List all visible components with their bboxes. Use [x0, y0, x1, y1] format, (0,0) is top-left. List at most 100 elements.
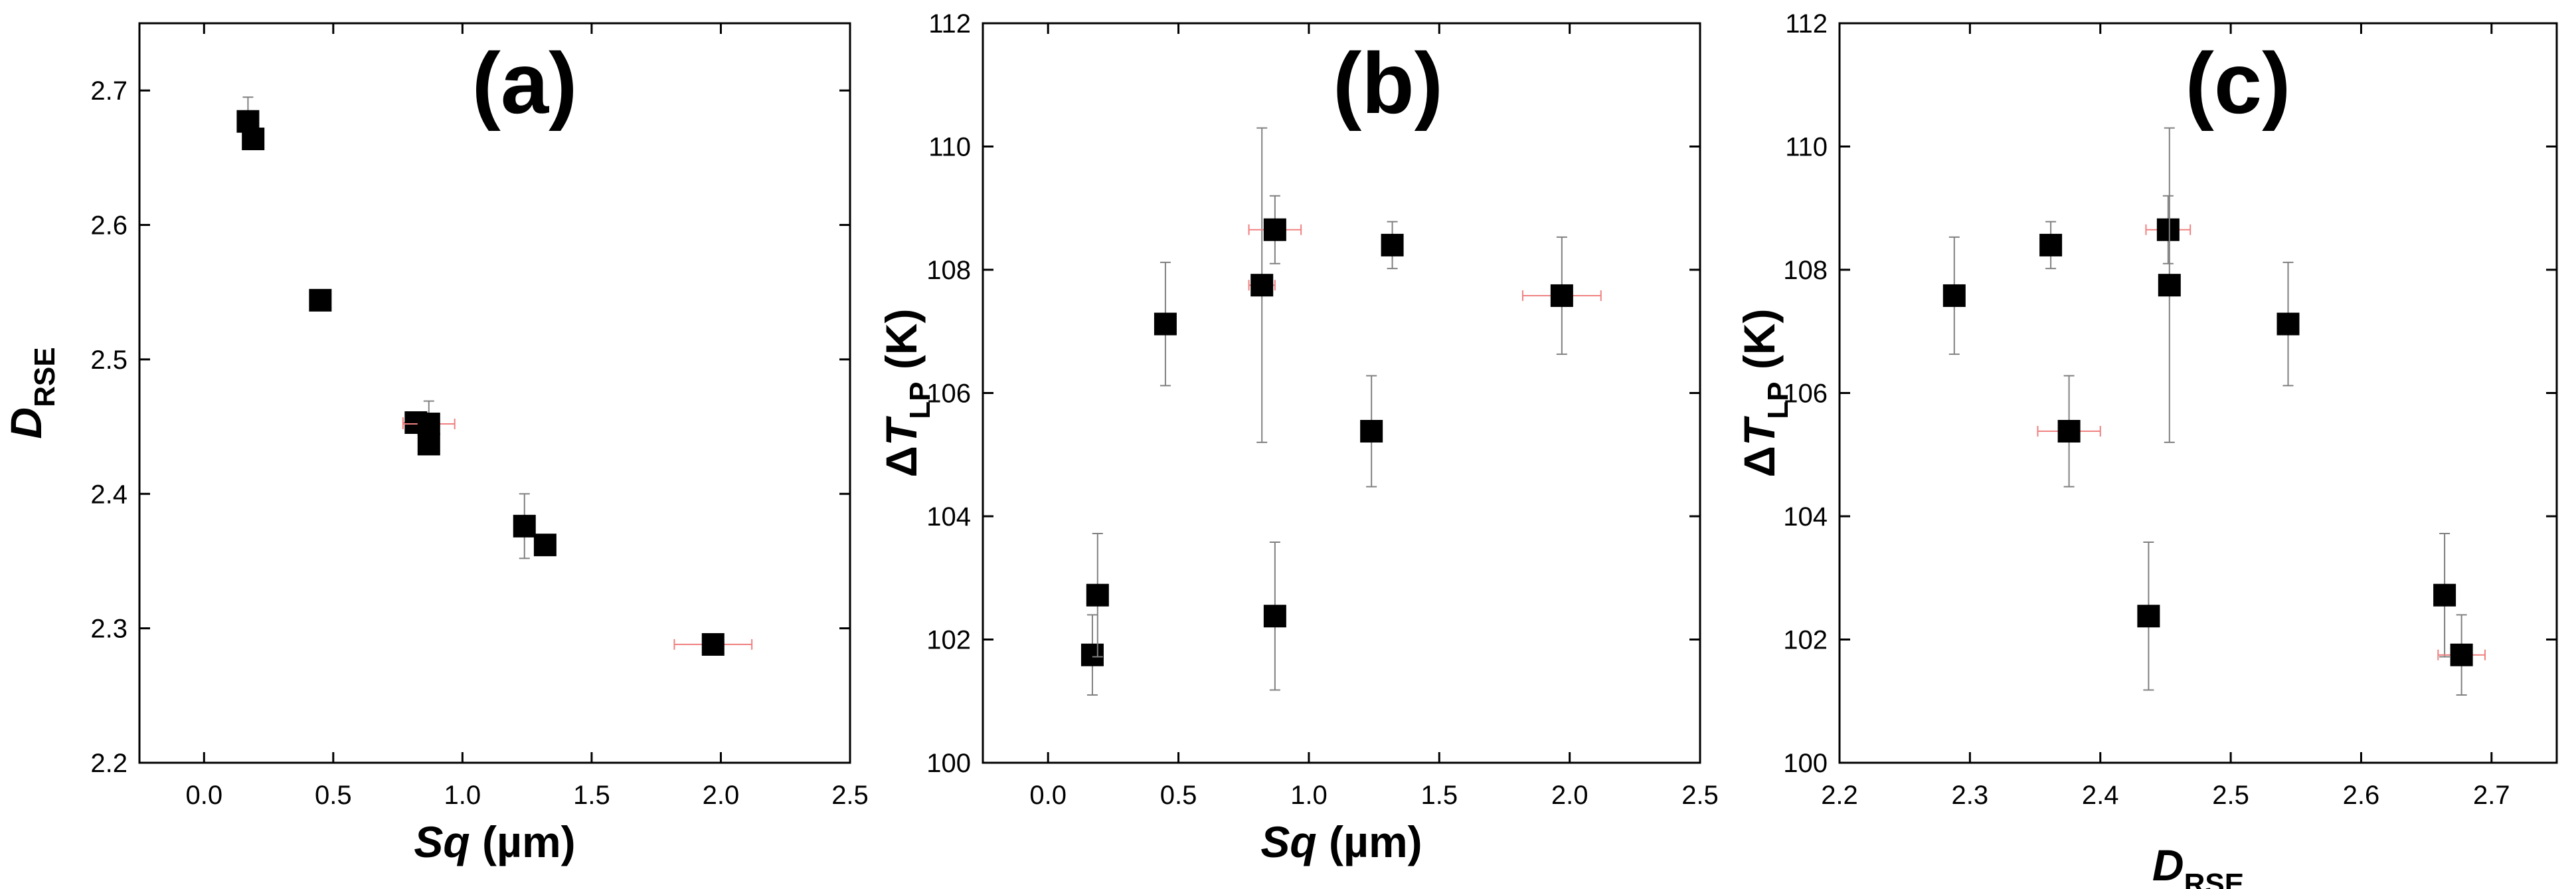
data-point	[1360, 375, 1383, 488]
panel-label: (a)	[472, 35, 578, 132]
square-marker	[513, 514, 536, 538]
y-axis-title: DRSE	[1, 347, 61, 439]
square-marker	[2450, 643, 2473, 666]
y-tick-label: 2.5	[90, 346, 128, 375]
square-marker	[1381, 233, 1404, 256]
y-tick-label: 2.7	[90, 76, 128, 106]
data-point	[2158, 127, 2181, 443]
x-tick-label: 2.6	[2343, 781, 2380, 810]
data-point	[1942, 236, 1966, 355]
square-marker	[1360, 420, 1383, 443]
square-marker	[2057, 420, 2081, 443]
square-marker	[533, 534, 557, 557]
data-point	[1381, 221, 1404, 270]
y-tick-label: 112	[928, 9, 971, 39]
y-tick-label: 100	[1783, 749, 1828, 778]
y-axis-title: ΔTLP (K)	[1735, 309, 1794, 478]
data-point	[1521, 236, 1602, 355]
data-point	[673, 633, 753, 656]
x-tick-label: 2.5	[2212, 781, 2249, 810]
data-point	[2276, 261, 2300, 387]
square-marker	[701, 633, 725, 656]
square-marker	[2039, 233, 2063, 256]
data-point	[2145, 195, 2191, 264]
data-point	[513, 493, 536, 559]
data-point	[1248, 195, 1302, 264]
square-marker	[2156, 218, 2180, 241]
x-tick-label: 1.5	[573, 781, 610, 810]
square-marker	[2158, 274, 2181, 297]
data-point	[1248, 127, 1276, 443]
x-tick-label: 1.0	[444, 781, 481, 810]
plot-frame	[138, 22, 851, 764]
square-marker	[417, 413, 440, 436]
y-tick-label: 104	[926, 502, 971, 532]
data-point	[417, 433, 440, 456]
y-tick-label: 106	[1783, 379, 1828, 409]
data-point	[1080, 614, 1104, 696]
data-point	[1154, 261, 1177, 387]
y-tick-label: 110	[1785, 133, 1828, 162]
square-marker	[1550, 284, 1573, 307]
y-axis-title: ΔTLP (K)	[877, 309, 936, 478]
square-marker	[309, 288, 332, 312]
square-marker	[1086, 583, 1109, 607]
x-axis-title: Sq (µm)	[414, 817, 575, 866]
square-marker	[1080, 643, 1104, 666]
data-point	[533, 534, 557, 557]
square-marker	[1942, 284, 1966, 307]
square-marker	[1250, 274, 1274, 297]
data-point	[309, 288, 332, 312]
square-marker	[1154, 312, 1177, 336]
square-marker	[417, 433, 440, 456]
panel-b: 0.0 0.5 1.0 1.5 2.0 2.5 100 102 104 106 108 110 112 (…	[877, 9, 1719, 866]
y-tick-label: 110	[928, 133, 971, 162]
panel-label: (c)	[2186, 35, 2291, 132]
square-marker	[2137, 605, 2160, 628]
x-tick-label: 2.5	[1681, 781, 1719, 810]
y-tick-label: 108	[926, 256, 971, 285]
x-tick-label: 2.5	[831, 781, 869, 810]
x-tick-label: 0.0	[185, 781, 222, 810]
x-axis-title: Sq (µm)	[1260, 817, 1422, 866]
x-axis-title: DRSE	[2152, 840, 2244, 889]
y-tick-label: 2.2	[90, 749, 128, 778]
square-marker	[1263, 605, 1286, 628]
y-tick-label: 2.4	[90, 480, 128, 509]
y-tick-label: 2.3	[90, 615, 128, 644]
square-marker	[2276, 312, 2300, 336]
x-tick-label: 1.5	[1420, 781, 1458, 810]
data-point	[2433, 532, 2456, 658]
square-marker	[242, 128, 265, 151]
x-tick-label: 2.3	[1952, 781, 1989, 810]
x-tick-label: 2.0	[703, 781, 740, 810]
x-tick-label: 2.7	[2473, 781, 2510, 810]
y-tick-label: 108	[1783, 256, 1828, 285]
y-tick-label: 2.6	[90, 211, 128, 241]
x-tick-label: 2.4	[2082, 781, 2119, 810]
x-tick-label: 2.2	[1821, 781, 1858, 810]
x-tick-label: 0.0	[1029, 781, 1067, 810]
y-tick-label: 104	[1783, 502, 1828, 532]
data-point	[2037, 375, 2101, 488]
y-tick-label: 100	[926, 749, 971, 778]
data-point	[1263, 541, 1286, 691]
square-marker	[1263, 218, 1286, 241]
square-marker	[2433, 583, 2456, 607]
x-tick-label: 0.5	[315, 781, 352, 810]
x-tick-label: 0.5	[1160, 781, 1197, 810]
panel-label: (b)	[1333, 35, 1443, 132]
y-tick-label: 106	[926, 379, 971, 409]
data-point	[2039, 221, 2063, 270]
data-point	[2437, 614, 2486, 696]
plot-frame	[1838, 22, 2558, 764]
data-point	[1086, 532, 1109, 658]
data-point	[2137, 541, 2160, 691]
y-tick-label: 112	[1785, 9, 1828, 39]
data-point	[402, 400, 456, 448]
data-point	[242, 128, 265, 151]
panel-c: 2.2 2.3 2.4 2.5 2.6 2.7 100 102 104 106 108 110 112 (…	[1735, 9, 2558, 889]
x-tick-label: 1.0	[1290, 781, 1328, 810]
x-tick-label: 2.0	[1551, 781, 1589, 810]
